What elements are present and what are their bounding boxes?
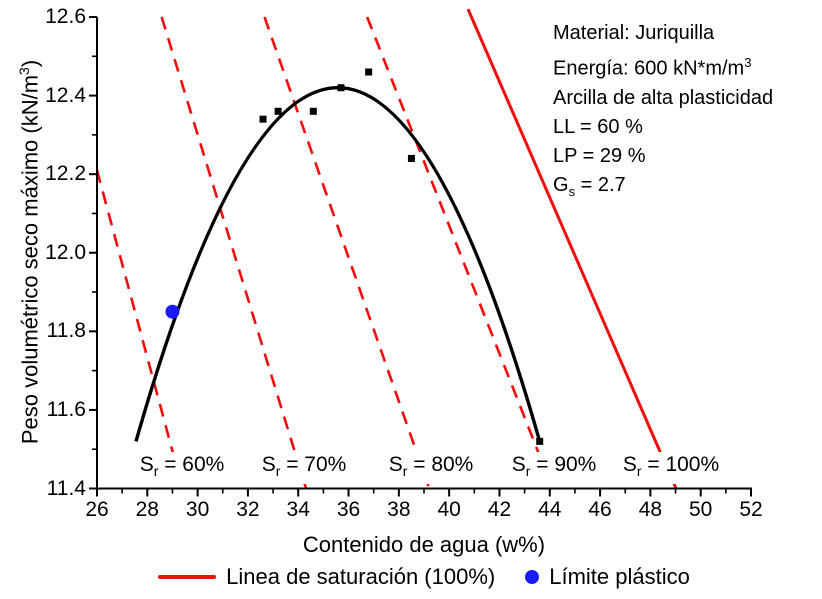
x-tick-label-26: 26: [85, 498, 109, 521]
annotation-soil-type: Arcilla de alta plasticidad: [553, 86, 774, 109]
legend-entry: Límite plástico: [525, 564, 690, 590]
legend-entry: Linea de saturación (100%): [158, 564, 495, 590]
y-tick-label-12.0: 12.0: [45, 240, 86, 264]
sr-label-value: = 90%: [530, 453, 597, 476]
sr-label-symbol: S: [511, 453, 526, 476]
sr-label-subscript: r: [636, 463, 642, 480]
saturation-line-sr-90: [365, 16, 554, 489]
saturation-line-sr-100: [466, 8, 678, 490]
compaction-data-point: [309, 107, 317, 115]
compaction-curve: [134, 86, 542, 442]
sr-label-symbol: S: [388, 453, 403, 476]
x-tick-label-34: 34: [286, 498, 310, 521]
legend-label: Linea de saturación (100%): [226, 564, 496, 589]
y-tick-label-12.6: 12.6: [45, 5, 86, 28]
x-tick-label-32: 32: [236, 498, 260, 521]
sr-label-value: = 80%: [407, 453, 474, 476]
x-tick-label-50: 50: [689, 498, 713, 521]
y-axis-title-superscript: 3: [16, 67, 32, 75]
sr-label-symbol: S: [622, 453, 637, 476]
annotation-energy-superscript: 3: [744, 55, 752, 70]
compaction-data-point: [536, 437, 544, 445]
compaction-data-point: [337, 84, 345, 92]
x-tick-label-52: 52: [739, 498, 763, 521]
legend: Linea de saturación (100%) Límite plástic…: [26, 564, 822, 590]
sr-label-subscript: r: [402, 463, 408, 480]
sr-label-60: Sr = 60%: [137, 452, 227, 485]
x-tick-label-40: 40: [437, 498, 461, 521]
sr-label-90: Sr = 90%: [509, 452, 599, 485]
y-tick-label-11.4: 11.4: [46, 476, 86, 500]
x-tick-label-38: 38: [387, 498, 411, 521]
annotation-gs-symbol: G: [553, 173, 569, 196]
sr-label-100: Sr = 100%: [620, 452, 722, 485]
x-tick-label-48: 48: [638, 498, 663, 521]
sr-label-value: = 100%: [641, 453, 720, 476]
x-tick-label-46: 46: [588, 498, 612, 521]
annotation-plastic-limit: LP = 29 %: [553, 144, 646, 167]
sr-label-value: = 60%: [158, 453, 225, 476]
annotation-gs-value: = 2.7: [575, 173, 626, 196]
y-tick-label-12.4: 12.4: [45, 83, 86, 107]
plastic-limit-point: [165, 304, 180, 319]
annotation-liquid-limit: LL = 60 %: [553, 115, 643, 138]
y-tick-label-11.8: 11.8: [46, 319, 86, 343]
annotation-material: Material: Juriquilla: [553, 22, 715, 44]
saturation-line-sr-70: [160, 16, 308, 489]
sr-label-symbol: S: [261, 453, 276, 476]
compaction-data-point: [274, 107, 282, 115]
y-axis-title: Peso volumétrico seco máximo (kN/m3): [10, 12, 42, 492]
sr-label-subscript: r: [275, 463, 281, 480]
x-tick-label-30: 30: [185, 498, 210, 521]
sr-label-subscript: r: [153, 463, 159, 480]
sr-label-80: Sr = 80%: [386, 452, 476, 485]
compaction-data-point: [259, 115, 267, 123]
annotation-energy: Energía: 600 kN*m/m3: [553, 48, 773, 84]
y-tick-label-11.6: 11.6: [46, 397, 86, 421]
legend-dot-swatch: [525, 570, 540, 584]
y-tick-label-12.2: 12.2: [45, 162, 86, 186]
legend-line-swatch: [158, 575, 217, 579]
saturation-line-sr-80: [263, 16, 431, 489]
sr-label-70: Sr = 70%: [259, 452, 349, 485]
legend-label: Límite plástico: [549, 564, 690, 589]
sr-label-subscript: r: [525, 463, 531, 480]
compaction-data-point: [407, 154, 415, 162]
annotation-block: Material: Juriquilla Energía: 600 kN*m/m…: [553, 19, 773, 206]
annotation-gs-subscript: s: [568, 183, 576, 199]
x-tick-label-28: 28: [135, 498, 159, 521]
saturation-line-sr-60: [95, 169, 184, 489]
annotation-energy-text: Energía: 600 kN*m/m: [553, 57, 745, 80]
x-axis-title: Contenido de agua (w%): [302, 532, 546, 557]
y-axis-title-text: Peso volumétrico seco máximo (kN/m: [17, 74, 43, 445]
x-tick-label-36: 36: [336, 498, 361, 521]
annotation-specific-gravity: Gs = 2.7: [553, 171, 773, 206]
sr-label-value: = 70%: [280, 453, 347, 476]
sr-label-symbol: S: [139, 453, 154, 476]
x-tick-label-44: 44: [538, 498, 562, 521]
y-axis-title-close: ): [17, 59, 43, 68]
compaction-data-point: [365, 68, 373, 76]
x-tick-label-42: 42: [487, 498, 512, 521]
